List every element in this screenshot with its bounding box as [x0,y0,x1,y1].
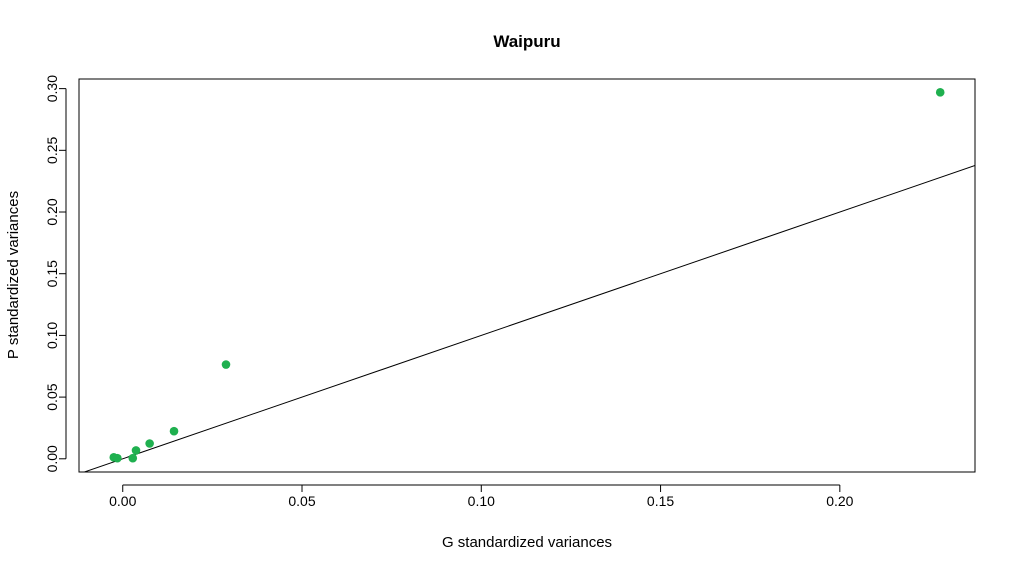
chart-title: Waipuru [493,32,560,51]
y-axis-label: P standardized variances [5,191,22,359]
y-tick-label: 0.25 [44,136,60,163]
data-point [131,446,141,455]
reference-line [82,165,975,472]
data-point [113,453,122,463]
x-tick-label: 0.05 [288,493,315,509]
x-tick-label: 0.20 [826,493,853,509]
y-tick-label: 0.20 [44,198,60,225]
x-tick-label: 0.00 [109,493,136,509]
x-tick-label: 0.10 [468,493,495,509]
y-tick-label: 0.00 [44,445,60,472]
x-tick-label: 0.15 [647,493,674,509]
y-tick-label: 0.10 [44,322,60,349]
x-axis-label: G standardized variances [442,534,612,551]
data-point [128,453,138,463]
y-tick-label: 0.30 [44,75,60,102]
data-point [221,360,231,369]
y-tick-label: 0.15 [44,260,60,287]
y-tick-label: 0.05 [44,383,60,410]
data-point [145,439,154,448]
data-point [169,426,179,436]
plot-frame [78,78,976,473]
plot-area: 0.00 0.05 0.10 0.15 0.20 0.00 0.05 0.10 0.15 0.20… [44,75,976,509]
data-point [935,88,945,97]
